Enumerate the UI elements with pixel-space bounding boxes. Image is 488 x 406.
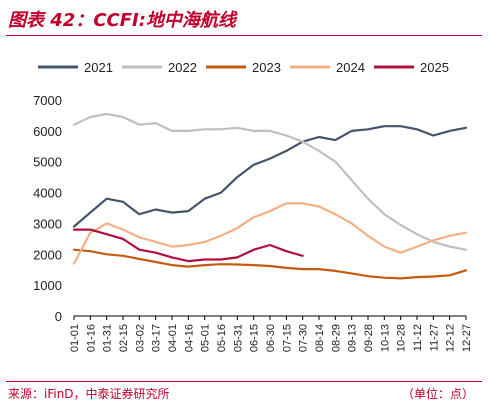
x-tick-label: 06-30: [265, 324, 277, 352]
x-tick-label: 05-31: [232, 324, 244, 352]
x-tick-label: 10-28: [396, 324, 408, 352]
x-tick-label: 01-31: [102, 324, 114, 352]
series-line-2021: [72, 125, 468, 228]
x-axis: 01-01 01-16 01-31 02-15 03-02 03-17 04-01 04-16…: [69, 315, 473, 352]
x-tick-label: 04-16: [183, 324, 195, 352]
x-tick-label: 05-01: [200, 324, 212, 352]
unit-note: （单位：点）: [401, 387, 474, 401]
series-line-2022: [72, 112, 468, 251]
x-tick-label: 07-30: [298, 324, 310, 352]
legend-label-2023: 2023: [252, 60, 281, 75]
x-tick-label: 09-28: [363, 324, 375, 352]
y-tick-label: 4000: [33, 186, 62, 201]
series-line-2024: [72, 202, 468, 265]
x-tick-label: 01-01: [69, 324, 81, 352]
y-tick-label: 3000: [33, 216, 62, 231]
x-tick-label: 11-27: [428, 324, 440, 351]
plot-area: [72, 112, 468, 280]
legend-label-2024: 2024: [336, 60, 365, 75]
x-tick-label: 05-16: [216, 324, 228, 352]
x-tick-label: 03-17: [151, 324, 163, 352]
chart-svg: 2021 2022 2023 2024 2025 0 1000 2000 3000 4000 50…: [33, 60, 473, 352]
y-tick-label: 0: [55, 309, 62, 324]
x-tick-label: 06-15: [249, 324, 261, 352]
legend-label-2025: 2025: [420, 60, 449, 75]
legend-label-2022: 2022: [168, 60, 197, 75]
x-tick-label: 09-13: [347, 324, 359, 352]
title-divider: [6, 35, 482, 36]
x-tick-label: 08-14: [314, 324, 326, 352]
x-tick-label: 07-15: [281, 324, 293, 352]
y-tick-label: 5000: [33, 155, 62, 170]
y-tick-label: 7000: [33, 93, 62, 108]
x-tick-label: 01-16: [85, 324, 97, 352]
y-tick-label: 6000: [33, 124, 62, 139]
x-tick-label: 03-02: [134, 324, 146, 352]
x-tick-label: 08-29: [330, 324, 342, 352]
x-tick-label: 02-15: [118, 324, 130, 352]
source-note: 来源：iFinD，中泰证券研究所: [8, 387, 170, 401]
x-tick-label: 12-27: [461, 324, 473, 352]
x-tick-label: 04-01: [167, 324, 179, 352]
x-tick-label: 11-12: [412, 324, 424, 351]
footer-divider: [6, 381, 482, 382]
legend: 2021 2022 2023 2024 2025: [38, 60, 449, 75]
y-axis: 0 1000 2000 3000 4000 5000 6000 7000: [33, 93, 62, 324]
chart-title: 图表 42：CCFI:地中海航线: [8, 10, 236, 31]
series-line-2023: [72, 248, 468, 280]
x-tick-label: 12-12: [445, 324, 457, 352]
y-tick-label: 2000: [33, 247, 62, 262]
y-tick-label: 1000: [33, 278, 62, 293]
legend-label-2021: 2021: [84, 60, 113, 75]
x-tick-label: 10-13: [379, 324, 391, 352]
series-line-2025: [72, 228, 304, 263]
